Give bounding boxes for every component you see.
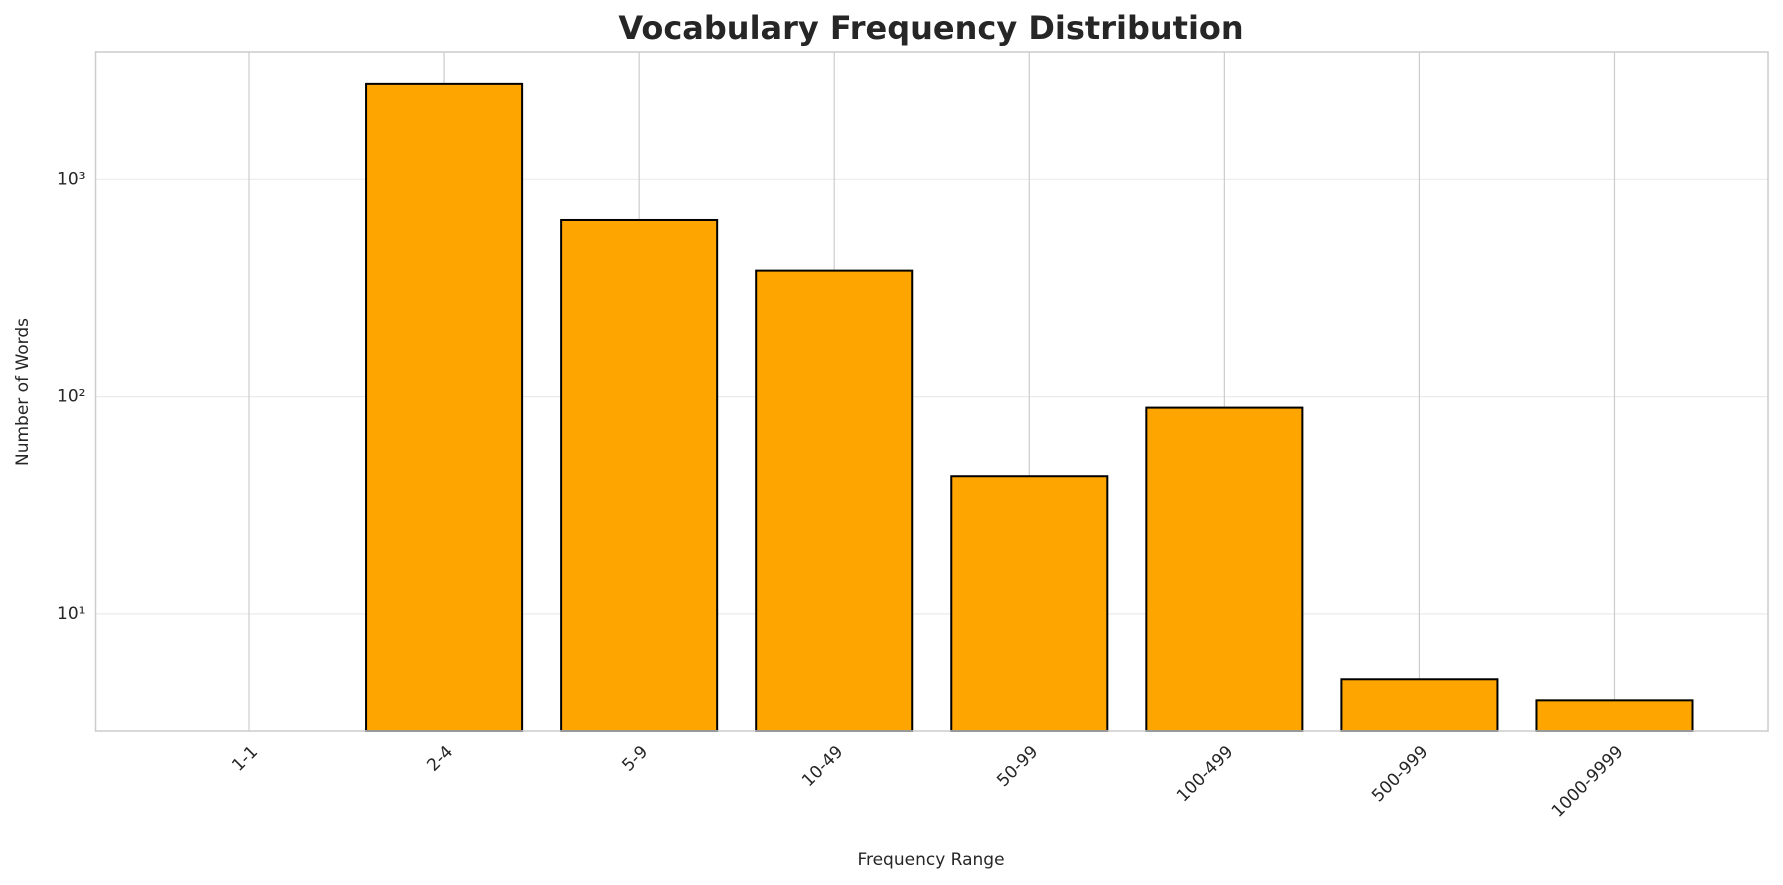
bar [950, 475, 1109, 732]
plot-border [94, 51, 1769, 732]
bar [1535, 699, 1694, 732]
y-tick-label: 10¹ [57, 604, 85, 624]
bar [1340, 678, 1499, 733]
bar [560, 218, 719, 732]
x-axis-label: Frequency Range [857, 850, 1004, 870]
bar [755, 269, 914, 732]
chart-title: Vocabulary Frequency Distribution [618, 9, 1243, 47]
y-tick-label: 10³ [57, 169, 85, 189]
y-tick-label: 10² [57, 387, 85, 407]
bar [1145, 406, 1304, 732]
bar [365, 82, 524, 732]
y-axis-label: Number of Words [13, 318, 33, 466]
